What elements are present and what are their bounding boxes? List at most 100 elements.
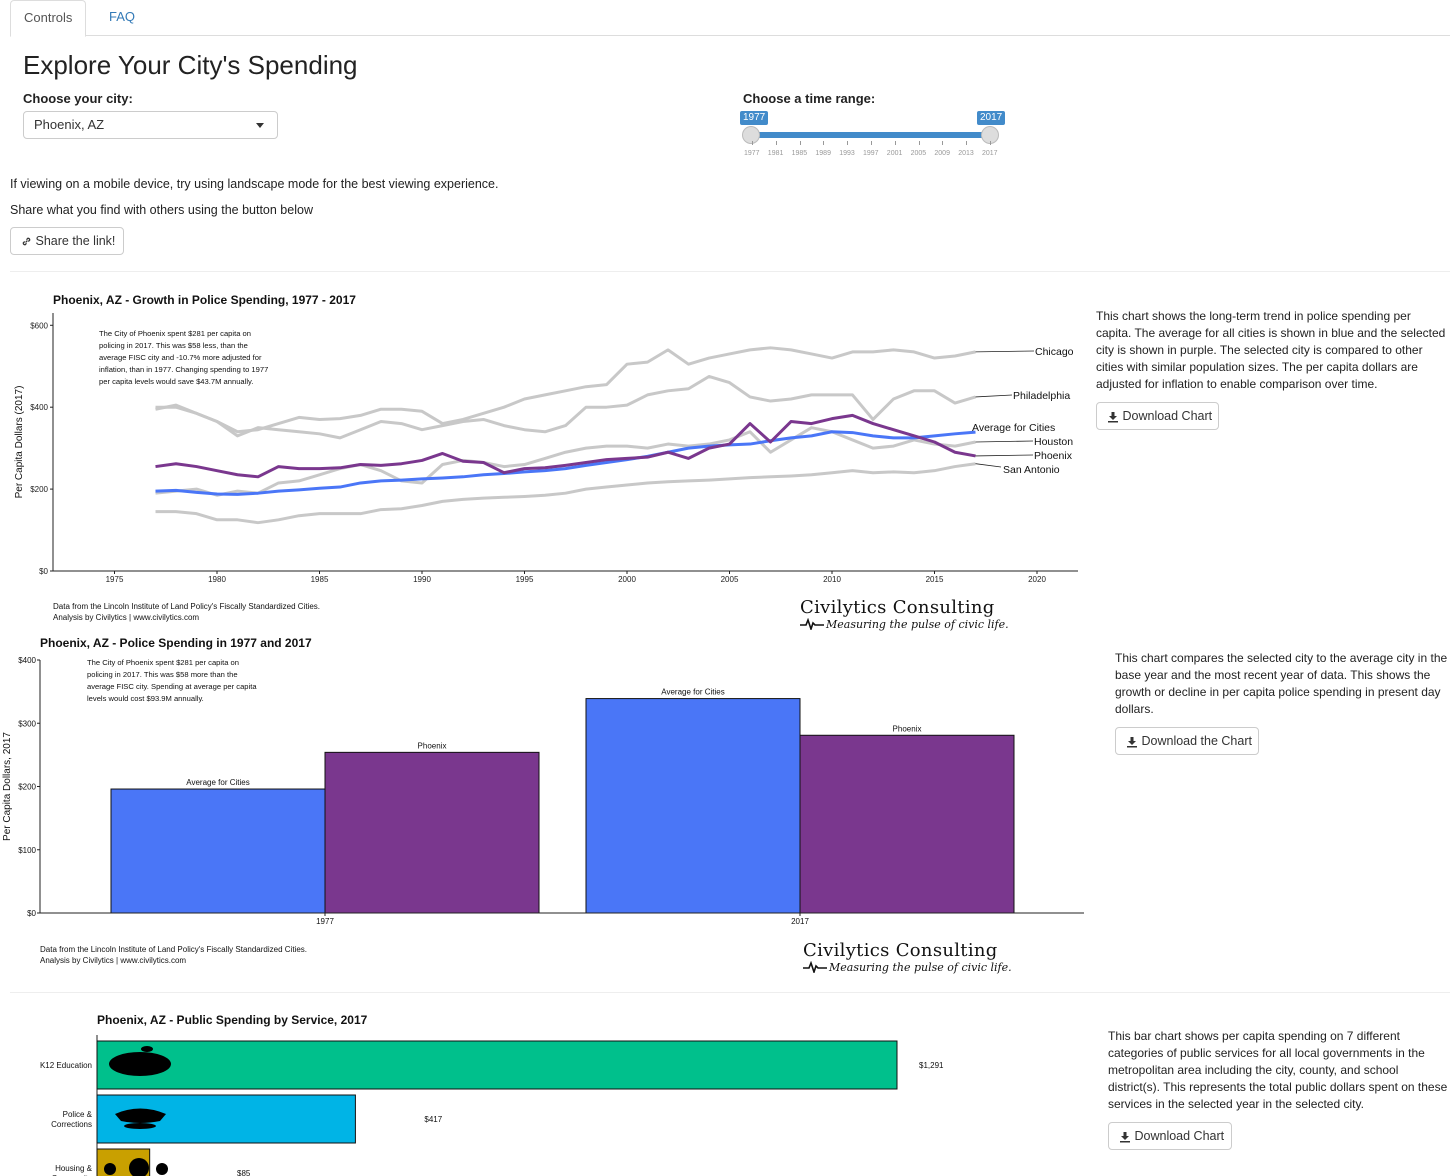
slider-handle-from[interactable] <box>742 126 760 144</box>
series-label: Philadelphia <box>1013 390 1070 402</box>
people-icon-head <box>104 1163 116 1175</box>
series-leader-line <box>975 454 1034 457</box>
slider-tick-mark <box>823 141 825 145</box>
x-tick-label: 2020 <box>1028 575 1046 584</box>
chart2-footnote-line: Data from the Lincoln Institute of Land … <box>40 945 307 954</box>
x-tick-label: 1977 <box>316 917 334 926</box>
category-label: K12 Education <box>40 1061 92 1070</box>
bar <box>585 698 801 914</box>
chart1-footnote: Data from the Lincoln Institute of Land … <box>53 601 320 623</box>
download-chart2-label: Download the Chart <box>1141 734 1252 748</box>
slider-tick-label: 2013 <box>958 150 974 157</box>
divider <box>10 992 1450 993</box>
bar-label: Phoenix <box>418 741 447 750</box>
city-select-value: Phoenix, AZ <box>34 117 105 132</box>
civilytics-logo: Civilytics Consulting Measuring the puls… <box>800 597 1009 631</box>
apple-icon-leaf <box>141 1046 153 1052</box>
slider-tick-mark <box>847 141 849 145</box>
city-select[interactable]: Phoenix, AZ <box>23 111 278 139</box>
chart-annotation: levels would cost $93.9M annually. <box>87 694 204 703</box>
people-icon-head <box>156 1163 168 1175</box>
chart-annotation: The City of Phoenix spent $281 per capit… <box>87 658 239 667</box>
category-label: Housing & <box>55 1164 93 1173</box>
chart2-description: This chart compares the selected city to… <box>1115 651 1448 716</box>
download-chart3-button[interactable]: Download Chart <box>1108 1122 1232 1150</box>
chart2-footnote-line: Analysis by Civilytics | www.civilytics.… <box>40 956 187 965</box>
chart-annotation: per capita levels would save $43.7M annu… <box>99 377 253 386</box>
chart-annotation: The City of Phoenix spent $281 per capit… <box>99 329 251 338</box>
y-tick-label: $400 <box>18 656 36 665</box>
chart-annotation: average FISC city. Spending at average p… <box>87 682 257 691</box>
share-note: Share what you find with others using th… <box>10 203 313 217</box>
y-axis-label: Per Capita Dollars (2017) <box>14 386 25 499</box>
y-tick-label: $0 <box>39 567 48 576</box>
pulse-icon <box>803 961 827 973</box>
pulse-icon <box>800 618 824 630</box>
download-chart1-button[interactable]: Download Chart <box>1096 402 1219 430</box>
x-tick-label: 1985 <box>311 575 329 584</box>
series-line <box>155 346 976 434</box>
police-hat-icon-crown <box>115 1108 166 1123</box>
tab-bar: Controls FAQ <box>10 0 1450 37</box>
series-label: Phoenix <box>1034 450 1073 462</box>
link-icon <box>22 237 31 246</box>
slider-tick-label: 2001 <box>886 150 903 157</box>
bar-label: Phoenix <box>893 724 922 733</box>
x-tick-label: 1990 <box>413 575 431 584</box>
brand-name: Civilytics Consulting <box>803 940 998 961</box>
slider-tick-mark <box>966 141 968 145</box>
time-range-slider[interactable]: 1977 2017 1977 1981 1985 1989 1993 1997 2001 20… <box>740 108 1006 160</box>
mobile-note: If viewing on a mobile device, try using… <box>10 177 499 191</box>
police-growth-line-chart: Phoenix, AZ - Growth in Police Spending,… <box>14 293 1078 584</box>
download-chart1-label: Download Chart <box>1122 409 1213 423</box>
download-chart3-label: Download Chart <box>1134 1129 1225 1143</box>
slider-track <box>752 132 990 138</box>
bar <box>96 1040 898 1090</box>
page-title: Explore Your City's Spending <box>23 50 358 80</box>
series-label: San Antonio <box>1003 464 1060 476</box>
series-label: Chicago <box>1035 346 1074 358</box>
slider-tick-mark <box>942 141 944 145</box>
police-1977-2017-bar-chart: Phoenix, AZ - Police Spending in 1977 an… <box>2 636 1084 926</box>
y-tick-label: $0 <box>27 909 36 918</box>
chart3-description: This bar chart shows per capita spending… <box>1108 1029 1448 1111</box>
series-label: Houston <box>1034 436 1073 448</box>
slider-tick-mark <box>918 141 920 145</box>
slider-tick-mark <box>990 141 991 145</box>
slider-from-label: 1977 <box>740 111 769 125</box>
share-link-button[interactable]: Share the link! <box>10 227 124 255</box>
police-hat-icon-brim <box>124 1123 156 1129</box>
people-icon-head <box>129 1158 149 1176</box>
x-tick-label: 2017 <box>791 917 809 926</box>
chart-title: Phoenix, AZ - Public Spending by Service… <box>97 1013 368 1027</box>
people-icon <box>104 1158 168 1176</box>
slider-tick-label: 1993 <box>839 150 855 157</box>
y-tick-label: $400 <box>30 403 48 412</box>
y-tick-label: $600 <box>30 321 48 330</box>
chart-annotation: inflation, than in 1977. Changing spendi… <box>99 365 268 374</box>
value-label: $85 <box>237 1169 251 1176</box>
category-label: Community <box>52 1174 92 1176</box>
tab-controls[interactable]: Controls <box>10 0 87 37</box>
x-tick-label: 1975 <box>106 575 124 584</box>
bar-label: Average for Cities <box>186 778 249 787</box>
slider-tick-mark <box>752 141 753 145</box>
slider-tick-label: 1997 <box>863 150 879 157</box>
tab-faq[interactable]: FAQ <box>109 9 136 24</box>
slider-tick-label: 1985 <box>791 150 808 157</box>
x-tick-label: 2010 <box>823 575 841 584</box>
caret-down-icon <box>256 123 264 128</box>
series-leader-line <box>975 350 1035 353</box>
chart-annotation: policing in 2017. This was $58 more than… <box>87 670 238 679</box>
civilytics-logo: Civilytics Consulting Measuring the puls… <box>803 940 1012 974</box>
chart-annotation: average FISC city and -10.7% more adjust… <box>99 353 262 362</box>
chart-title: Phoenix, AZ - Growth in Police Spending,… <box>53 293 356 307</box>
apple-icon-body <box>109 1052 171 1076</box>
x-tick-label: 2000 <box>618 575 636 584</box>
slider-tick-mark <box>799 141 801 145</box>
y-tick-label: $100 <box>18 846 36 855</box>
x-tick-label: 1980 <box>208 575 226 584</box>
download-chart2-button[interactable]: Download the Chart <box>1115 727 1259 755</box>
slider-tick-mark <box>894 141 896 145</box>
slider-tick-mark <box>871 141 872 145</box>
